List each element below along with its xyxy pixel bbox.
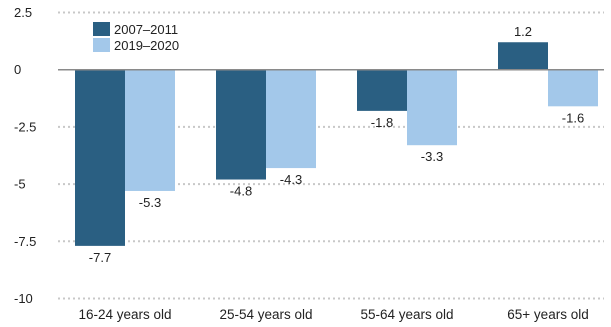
y-axis-ticks: 2.5 0 -2.5 -5 -7.5 -10 [14, 5, 36, 306]
data-label: -7.7 [89, 250, 111, 265]
bar [357, 69, 407, 111]
x-axis-categories: 16-24 years old 25-54 years old 55-64 year… [78, 307, 588, 322]
bar [407, 69, 457, 146]
y-tick-label: -5 [14, 177, 26, 192]
data-label: 1.2 [514, 24, 532, 39]
bar [75, 69, 125, 246]
y-tick-label: 2.5 [14, 5, 32, 20]
data-label: -1.6 [562, 110, 584, 125]
legend-label: 2007–2011 [114, 22, 178, 37]
data-label: -5.3 [139, 195, 161, 210]
bar [125, 69, 175, 191]
category-label: 55-64 years old [360, 307, 453, 322]
category-label: 25-54 years old [219, 307, 312, 322]
data-label: -1.8 [371, 115, 393, 130]
y-tick-label: -10 [14, 291, 33, 306]
legend-swatch [93, 38, 110, 52]
data-label: -3.3 [421, 149, 443, 164]
y-tick-label: 0 [14, 62, 21, 77]
category-label: 65+ years old [507, 307, 588, 322]
y-tick-label: -7.5 [14, 234, 36, 249]
legend-swatch [93, 22, 110, 36]
bar [498, 42, 548, 70]
legend-label: 2019–2020 [114, 38, 179, 53]
data-label: -4.8 [230, 184, 252, 199]
bar [216, 69, 266, 180]
bar [548, 69, 598, 107]
data-label: -4.3 [280, 172, 302, 187]
bars [75, 42, 598, 246]
category-label: 16-24 years old [78, 307, 171, 322]
y-tick-label: -2.5 [14, 119, 36, 134]
data-labels: -7.7 -5.3 -4.8 -4.3 -1.8 -3.3 1.2 -1.6 [89, 24, 584, 265]
bar [266, 69, 316, 169]
